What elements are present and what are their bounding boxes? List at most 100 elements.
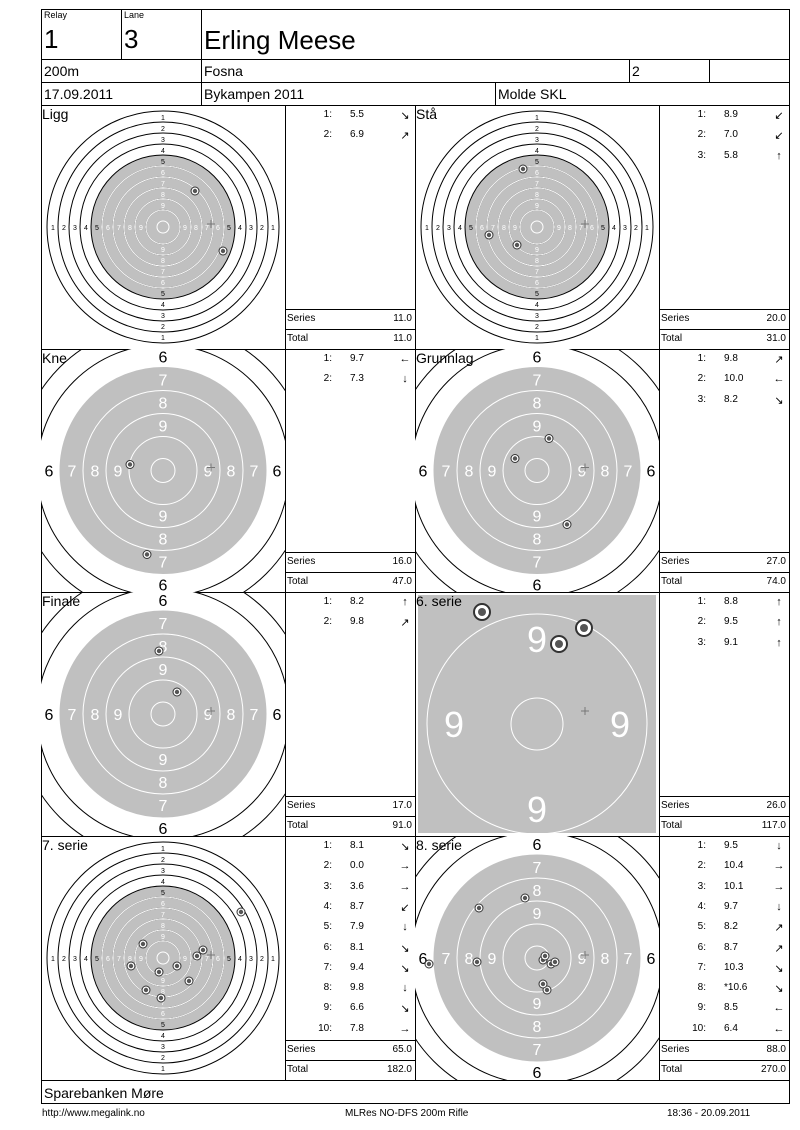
shot-value: 5.5 bbox=[350, 109, 364, 120]
shot-row: 1: 5.5 ↘ bbox=[286, 109, 414, 123]
ring-number: 8 bbox=[161, 923, 165, 930]
shot-row: 1: 9.8 ↗ bbox=[660, 353, 788, 367]
shot-value: 0.0 bbox=[350, 860, 364, 872]
shot-row: 8: 9.8 ↓ bbox=[286, 982, 414, 996]
ring-number: 9 bbox=[535, 247, 539, 254]
shot-row: 1: 8.8 ↑ bbox=[660, 596, 788, 610]
ring-number: 7 bbox=[535, 181, 539, 188]
ring-number: 7 bbox=[579, 225, 583, 232]
ring-number: 7 bbox=[535, 269, 539, 276]
ring bbox=[475, 165, 599, 289]
shot-row: 5: 7.9 ↓ bbox=[286, 921, 414, 935]
group-center-marker bbox=[581, 463, 589, 472]
shot-hole-center bbox=[476, 905, 482, 911]
ring bbox=[502, 436, 572, 505]
ring-number: 7 bbox=[68, 464, 77, 481]
ring-number: 8 bbox=[91, 464, 100, 481]
shot-hole-center bbox=[514, 242, 520, 248]
shot-hole-center bbox=[512, 456, 518, 461]
ring-number: 9 bbox=[204, 707, 213, 724]
shot-value: 8.5 bbox=[724, 1002, 738, 1014]
ring-number: 9 bbox=[159, 419, 168, 436]
ring-number: 7 bbox=[250, 707, 259, 724]
series-label: Series bbox=[661, 800, 690, 811]
shot-hole-center bbox=[564, 522, 570, 527]
ring-number: 1 bbox=[535, 115, 539, 122]
total-row: Total 47.0 bbox=[285, 576, 415, 590]
total-value: 47.0 bbox=[392, 576, 412, 587]
ring-number: 9 bbox=[159, 662, 168, 679]
ring-number: 9 bbox=[488, 464, 497, 481]
ring-number: 7 bbox=[159, 798, 168, 815]
ring bbox=[150, 458, 176, 483]
bullseye bbox=[156, 951, 170, 965]
shot-row: 9: 6.6 ↘ bbox=[286, 1002, 414, 1016]
shot-row: 1: 9.7 ← bbox=[286, 353, 414, 367]
panel-title: Grunnlag bbox=[416, 350, 474, 366]
ring-number: 2 bbox=[161, 324, 165, 331]
series-value: 65.0 bbox=[392, 1044, 412, 1055]
shot-number: 2: bbox=[323, 616, 332, 628]
ring-number: 8 bbox=[533, 1019, 542, 1036]
total-label: Total bbox=[661, 1064, 683, 1075]
footer-url[interactable]: http://www.megalink.no bbox=[42, 1108, 145, 1119]
shot-direction-icon: ← bbox=[773, 1002, 785, 1015]
shot-direction-icon: ← bbox=[399, 353, 411, 365]
ring bbox=[456, 390, 618, 551]
ring-number: 9 bbox=[578, 464, 587, 481]
club: Fosna bbox=[204, 63, 243, 79]
shot-number: 5: bbox=[697, 921, 706, 933]
shot-hole-center bbox=[200, 947, 206, 953]
ring-number: 8 bbox=[194, 225, 198, 232]
ring-number: 3 bbox=[535, 313, 539, 320]
ring-number: 5 bbox=[161, 159, 165, 166]
shot-number: 1: bbox=[323, 353, 332, 364]
shot-number: 8: bbox=[697, 982, 706, 994]
shot-direction-icon: ↗ bbox=[400, 130, 410, 143]
ring-number: 2 bbox=[161, 126, 165, 133]
ring-number: 6 bbox=[590, 225, 594, 232]
shot-hole-center bbox=[426, 961, 432, 967]
ring-number: 5 bbox=[95, 225, 99, 232]
ring-number: 5 bbox=[95, 956, 99, 963]
shot-value: 6.4 bbox=[724, 1022, 738, 1034]
series-row: Series 17.0 bbox=[285, 800, 415, 814]
shot-direction-icon: ↓ bbox=[776, 840, 782, 852]
shot-hole-center bbox=[544, 987, 550, 993]
ring-number: 4 bbox=[161, 1033, 165, 1040]
ring-number: 7 bbox=[442, 951, 451, 968]
ring-number: 4 bbox=[84, 225, 88, 232]
ring-number: 8 bbox=[159, 639, 168, 656]
ring-number: 8 bbox=[533, 883, 542, 900]
ring-number: 6 bbox=[161, 280, 165, 287]
shot-row: 2: 0.0 → bbox=[286, 860, 414, 874]
shot-value: 9.5 bbox=[724, 840, 738, 851]
shot-direction-icon: ↘ bbox=[400, 110, 410, 122]
ring-number: 4 bbox=[458, 225, 462, 232]
panel-title: 6. serie bbox=[416, 593, 462, 609]
series-value: 11.0 bbox=[393, 313, 412, 324]
shot-hole-center bbox=[194, 953, 200, 959]
shot-hole-center bbox=[238, 909, 244, 915]
ring bbox=[486, 176, 588, 278]
shot-value: 6.6 bbox=[350, 1002, 364, 1014]
total-row: Total 117.0 bbox=[659, 820, 789, 834]
ring-number: 7 bbox=[117, 956, 121, 963]
series-row: Series 65.0 bbox=[285, 1044, 415, 1058]
ring-number: 8 bbox=[227, 707, 236, 724]
shot-direction-icon: ↗ bbox=[400, 617, 410, 630]
ring-number: 9 bbox=[161, 247, 165, 254]
shot-direction-icon: ↓ bbox=[402, 982, 408, 995]
ring-number: 8 bbox=[535, 192, 539, 199]
total-value: 91.0 bbox=[392, 820, 412, 831]
ring-number: 8 bbox=[533, 532, 542, 549]
ring-number: 9 bbox=[578, 951, 587, 968]
ring-number: 9 bbox=[183, 225, 187, 232]
shot-hole-center bbox=[555, 640, 563, 648]
ring-number: 4 bbox=[161, 879, 165, 886]
ring-number: 3 bbox=[161, 313, 165, 320]
ring-number: 4 bbox=[535, 302, 539, 309]
ring-number: 3 bbox=[161, 1044, 165, 1051]
series-value: 88.0 bbox=[766, 1044, 786, 1055]
total-label: Total bbox=[287, 333, 309, 344]
